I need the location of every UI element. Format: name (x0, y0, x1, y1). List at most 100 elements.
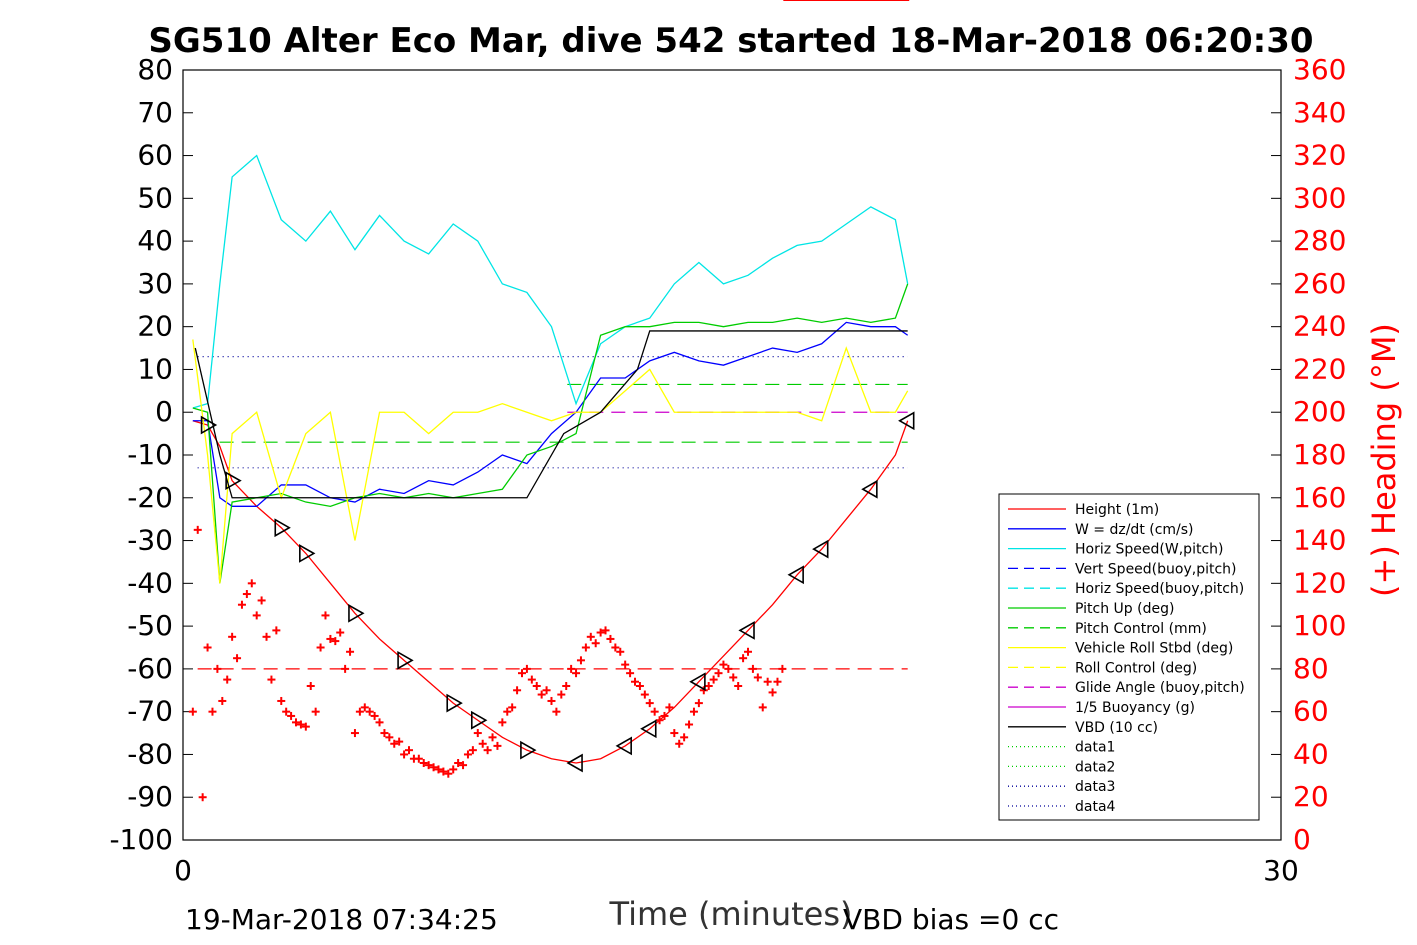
heading-point (527, 675, 536, 684)
series-line-4 (192, 339, 909, 584)
right-tick-label: 60 (1293, 695, 1329, 728)
triangle-marker (446, 693, 463, 713)
legend-label: Horiz Speed(buoy,pitch) (1075, 581, 1244, 597)
x-tick-label-30: 30 (1263, 854, 1299, 887)
heading-point (424, 761, 433, 770)
legend-label: Roll Control (deg) (1075, 660, 1197, 676)
heading-point (478, 739, 487, 748)
heading-point (296, 720, 305, 729)
triangle-marker (615, 736, 632, 756)
heading-point (331, 637, 340, 646)
heading-point (709, 675, 718, 684)
legend-label: data1 (1075, 740, 1115, 756)
legend-label: 1/5 Buoyancy (g) (1075, 700, 1195, 716)
heading-point (439, 767, 448, 776)
heading-point (606, 634, 615, 643)
left-tick-label: 80 (137, 53, 173, 86)
left-tick-label: -50 (127, 609, 173, 642)
heading-point (631, 677, 640, 686)
triangle-marker (898, 411, 915, 431)
heading-point (665, 703, 674, 712)
legend-label: VBD (10 cc) (1075, 720, 1158, 736)
heading-point (591, 639, 600, 648)
legend-label: data2 (1075, 759, 1115, 775)
heading-point (282, 707, 291, 716)
left-tick-label: 70 (137, 96, 173, 129)
heading-point (739, 654, 748, 663)
heading-point (685, 720, 694, 729)
heading-point (267, 675, 276, 684)
heading-point (228, 632, 237, 641)
legend-label: Vehicle Roll Stbd (deg) (1075, 641, 1233, 657)
heading-point (380, 729, 389, 738)
right-tick-label: 180 (1293, 438, 1346, 471)
footer-vbd-bias: VBD bias =0 cc (843, 903, 1059, 936)
right-tick-label: 340 (1293, 96, 1346, 129)
heading-point (621, 660, 630, 669)
left-tick-label: 50 (137, 181, 173, 214)
series-line-3 (192, 283, 909, 584)
heading-point (645, 699, 654, 708)
left-tick-label: 10 (137, 352, 173, 385)
series-line-0 (192, 420, 909, 764)
heading-point (596, 628, 605, 637)
heading-point (277, 696, 286, 705)
legend-label: Pitch Control (mm) (1075, 621, 1207, 637)
heading-point (385, 733, 394, 742)
heading-point (198, 793, 207, 802)
legend: Height (1m) W = dz/dt (cm/s) Horiz Speed(W… (998, 493, 1260, 821)
heading-point (537, 690, 546, 699)
footer-timestamp: 19-Mar-2018 07:34:25 (185, 903, 498, 936)
heading-point (488, 733, 497, 742)
left-tick-label: -70 (127, 695, 173, 728)
chart-title: SG510 Alter Eco Mar, dive 542 started 18… (148, 21, 1313, 61)
heading-point (365, 707, 374, 716)
right-tick-label: 0 (1293, 823, 1311, 856)
left-tick-label: -60 (127, 652, 173, 685)
heading-point (616, 647, 625, 656)
heading-point (483, 746, 492, 755)
heading-point (218, 696, 227, 705)
heading-point (704, 682, 713, 690)
heading-point (375, 718, 384, 727)
heading-point (503, 707, 512, 716)
right-tick-label: 100 (1293, 609, 1346, 642)
heading-point (395, 737, 404, 746)
triangle-marker (299, 544, 316, 563)
heading-point (493, 741, 502, 750)
heading-point (689, 707, 698, 716)
heading-point (586, 632, 595, 641)
heading-point (316, 643, 325, 652)
series-line-5 (194, 330, 908, 499)
legend-items: Height (1m) W = dz/dt (cm/s) Horiz Speed(W… (1008, 502, 1245, 815)
right-tick-label: 280 (1293, 224, 1346, 257)
heading-point (773, 677, 782, 686)
heading-point (252, 611, 261, 620)
heading-point (601, 626, 610, 635)
heading-point (444, 769, 453, 778)
right-tick-label: 300 (1293, 181, 1346, 214)
right-tick-label: 20 (1293, 780, 1329, 813)
heading-point (675, 739, 684, 748)
heading-point (719, 660, 728, 669)
heading-point (557, 690, 566, 699)
heading-point (748, 664, 757, 673)
heading-point (562, 682, 571, 690)
heading-point (419, 759, 428, 767)
left-tick-label: 20 (137, 310, 173, 343)
left-tick-label: 60 (137, 139, 173, 172)
heading-point (346, 647, 355, 656)
heading-point (468, 746, 477, 755)
heading-point (572, 669, 581, 678)
triangle-marker (520, 740, 537, 760)
x-tick-label-0: 0 (174, 854, 192, 887)
heading-point (237, 600, 246, 609)
right-tick-label: 320 (1293, 139, 1346, 172)
heading-point (626, 669, 635, 678)
heading-point (508, 703, 517, 712)
right-tick-label: 40 (1293, 737, 1329, 770)
right-tick-label: 140 (1293, 524, 1346, 557)
legend-label: Horiz Speed(W,pitch) (1075, 542, 1223, 558)
heading-point (498, 718, 507, 727)
heading-point (355, 707, 364, 716)
